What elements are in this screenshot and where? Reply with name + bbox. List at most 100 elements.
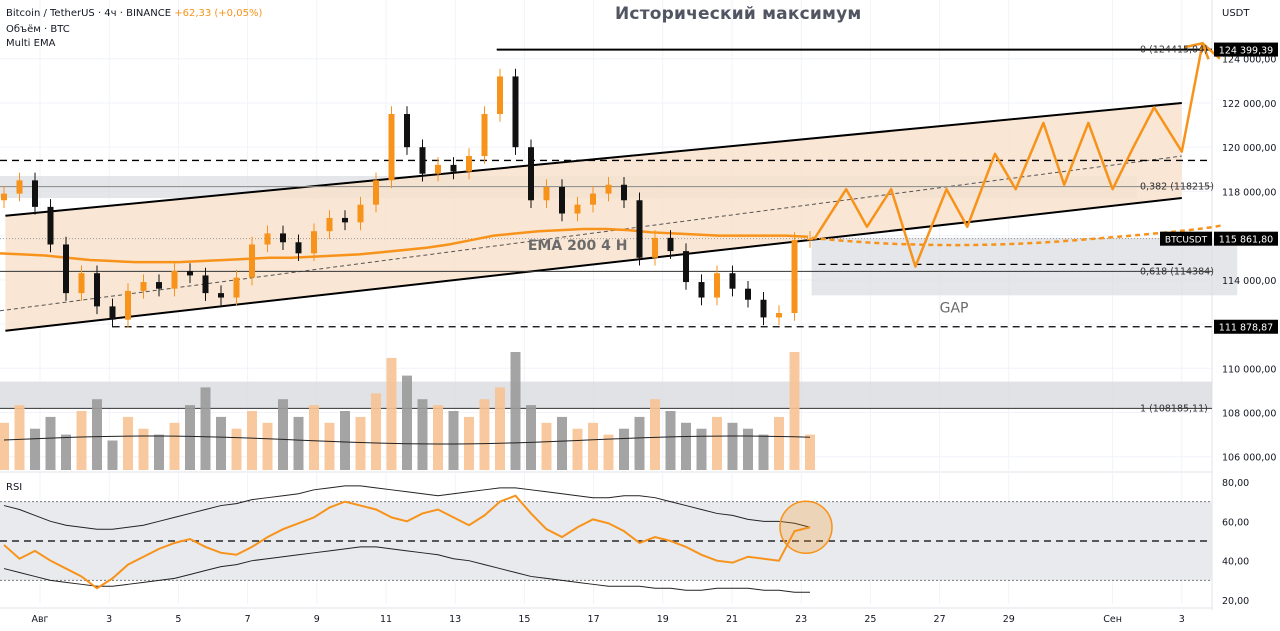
volume-bar (495, 387, 505, 470)
volume-bar (340, 411, 350, 470)
time-tick-label: 17 (588, 614, 600, 625)
volume-bar (448, 411, 459, 470)
price-tick-label: 120 000,00 (1222, 143, 1276, 154)
ath-tag-bg (1214, 42, 1278, 57)
candle-body (187, 271, 193, 276)
candle-body (605, 184, 612, 194)
candle-body (590, 193, 596, 205)
time-tick-label: 23 (795, 614, 807, 625)
volume-bar (30, 428, 40, 470)
candle-body (373, 180, 379, 205)
rsi-lower-envelope (3, 546, 810, 593)
volume-bar (758, 434, 769, 470)
volume-bar (557, 416, 567, 470)
volume-bar (0, 422, 9, 470)
rsi-highlight-circle (779, 500, 833, 554)
symbol-tag-bg (1160, 231, 1212, 246)
volume-bar (324, 422, 335, 470)
time-tick-label: Сен (1103, 614, 1122, 625)
volume-bar (510, 352, 521, 470)
candle-body (528, 147, 534, 201)
candle-body (78, 273, 85, 294)
candle-body (466, 156, 472, 172)
fib-level-label: 1 (108185,11) (1140, 403, 1208, 414)
candle-body (295, 242, 302, 254)
candle-body (419, 147, 426, 174)
fib-1-zone (0, 381, 1212, 409)
price-tick-label: 122 000,00 (1222, 99, 1276, 110)
volume-bar (293, 416, 304, 470)
candle-body (512, 76, 519, 148)
rsi-tick-label: 20,00 (1222, 596, 1249, 607)
support-tag-bg (1214, 319, 1278, 334)
volume-bar (681, 422, 691, 470)
candle-body (125, 290, 131, 320)
candle-body (667, 237, 674, 252)
candle-body (280, 233, 286, 243)
rsi-line (3, 494, 811, 590)
volume-bar (154, 434, 164, 470)
volume-bar (805, 434, 815, 470)
symbol-header: Bitcoin / TetherUS · 4ч · BINANCE +62,33… (6, 8, 262, 20)
volume-indicator-label[interactable]: Объём · BTC (6, 24, 70, 35)
candle-body (1, 193, 7, 201)
candle-body (435, 164, 441, 174)
volume-bar (247, 411, 257, 470)
volume-bar (138, 428, 149, 470)
time-tick-label: 9 (314, 614, 320, 625)
candle-body (63, 244, 69, 294)
candle-body (497, 76, 503, 115)
price-tick-label: 106 000,00 (1222, 453, 1276, 464)
channel-lower-line (5, 197, 1182, 332)
symbol-tag-label: BTCUSDT (1165, 236, 1208, 246)
gap-zone (811, 237, 1238, 296)
candle-body (698, 282, 705, 298)
volume-bar (417, 399, 428, 470)
volume-bar (107, 440, 118, 470)
volume-bar (572, 428, 583, 470)
volume-bar (743, 428, 753, 470)
projection-path (813, 42, 1221, 268)
candle-body (47, 206, 54, 245)
candle-body (249, 244, 255, 278)
rsi-upper-envelope (3, 485, 811, 530)
candle-body (218, 293, 224, 298)
volume-bar (278, 399, 288, 470)
volume-bar (262, 422, 273, 470)
symbol-label[interactable]: Bitcoin / TetherUS · 4ч · BINANCE (6, 8, 172, 19)
price-axis-background (1212, 0, 1280, 631)
candle-body (776, 313, 782, 318)
candle-body (559, 186, 565, 214)
candle-body (264, 233, 271, 245)
axis-currency[interactable]: USDT (1222, 8, 1250, 19)
rsi-tick-label: 60,00 (1222, 517, 1249, 528)
time-tick-label: 5 (175, 614, 181, 625)
rsi-label: RSI (6, 482, 22, 493)
volume-bar (541, 422, 552, 470)
ema200-projection (811, 223, 1224, 247)
volume-ma-line (3, 435, 811, 445)
time-tick-label: Авг (31, 614, 48, 625)
volume-bar (216, 416, 226, 470)
volume-bar (200, 387, 211, 470)
volume-bar (665, 411, 676, 470)
candle-body (32, 180, 38, 207)
volume-bar (650, 399, 660, 470)
volume-bar (386, 357, 397, 470)
support-tag-label: 111 878,87 (1219, 323, 1273, 334)
volume-bar (588, 422, 598, 470)
candle-body (621, 184, 627, 201)
rsi-tick-label: 80,00 (1222, 478, 1249, 489)
candle-body (202, 275, 209, 294)
price-change: +62,33 (+0,05%) (174, 8, 263, 19)
candle-body (652, 237, 658, 258)
volume-bar (712, 416, 722, 470)
volume-bar (789, 352, 800, 470)
candle-body (311, 231, 317, 254)
ema-indicator-label[interactable]: Multi EMA (6, 38, 56, 49)
time-tick-label: 27 (934, 614, 946, 625)
candle-body (171, 271, 178, 289)
candle-body (156, 282, 162, 289)
candle-body (636, 200, 643, 258)
